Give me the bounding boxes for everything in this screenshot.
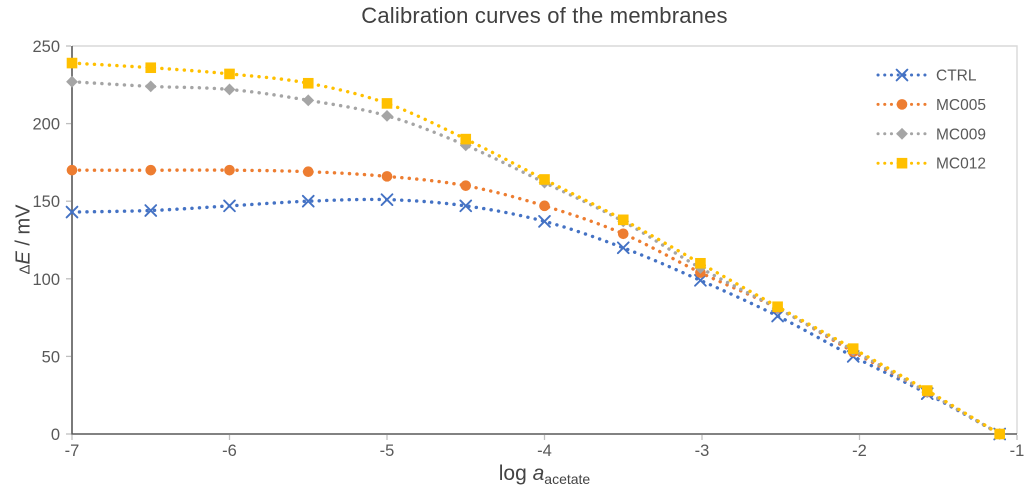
x-tick-label: -2 — [852, 442, 867, 460]
legend-marker-MC009 — [896, 127, 908, 140]
y-tick-label: 50 — [42, 348, 60, 366]
series-line-MC009 — [70, 79, 1002, 436]
series-marker-MC005 — [617, 228, 629, 240]
x-tick-label: -4 — [537, 442, 552, 460]
series-marker-MC012 — [994, 428, 1005, 440]
x-tick-label: -7 — [65, 442, 80, 460]
series-marker-MC005 — [224, 164, 235, 176]
plot-frame — [72, 45, 1018, 434]
x-tick-label: -5 — [380, 442, 395, 460]
series-marker-MC012 — [145, 62, 157, 74]
y-tick-label: 200 — [32, 116, 60, 134]
x-tick-label: -3 — [695, 442, 710, 460]
series-marker-MC009 — [144, 80, 157, 93]
series-marker-MC005 — [145, 164, 157, 176]
series-marker-CTRL — [301, 194, 315, 208]
legend-label-MC009: MC009 — [936, 126, 986, 143]
series-marker-CTRL — [223, 199, 236, 213]
series-marker-MC012 — [847, 343, 859, 354]
series-line-MC012 — [70, 61, 1002, 436]
series-line-CTRL — [70, 197, 1002, 436]
series-marker-MC009 — [459, 139, 472, 152]
y-variable: E — [12, 251, 35, 265]
series-marker-CTRL — [771, 309, 784, 323]
y-tick-label: 0 — [51, 426, 60, 444]
y-tick-label: 250 — [32, 38, 60, 56]
series-marker-CTRL — [616, 241, 630, 255]
series-marker-CTRL — [380, 193, 394, 206]
series-marker-MC009 — [223, 83, 236, 96]
series-marker-MC009 — [66, 75, 78, 88]
series-marker-MC009 — [302, 94, 315, 107]
series-marker-CTRL — [694, 274, 707, 287]
series-marker-MC005 — [302, 166, 314, 178]
series-marker-CTRL — [144, 204, 158, 217]
series-marker-MC012 — [617, 214, 629, 226]
series-marker-MC012 — [302, 77, 314, 89]
legend-label-MC005: MC005 — [936, 97, 986, 114]
series-marker-MC012 — [224, 68, 235, 80]
x-axis-title: log aacetate — [72, 462, 1017, 487]
series-marker-MC005 — [66, 164, 78, 176]
series-marker-MC012 — [381, 98, 393, 109]
series-marker-MC012 — [921, 385, 933, 396]
axis-lines — [71, 46, 1017, 435]
series-marker-CTRL — [538, 215, 551, 228]
legend-label-MC012: MC012 — [936, 156, 986, 173]
series-marker-MC012 — [66, 57, 78, 69]
series-marker-MC005 — [539, 200, 550, 212]
y-axis-title: ΔE / mV — [13, 130, 36, 350]
series-marker-MC005 — [381, 171, 393, 182]
chart-title: Calibration curves of the membranes — [361, 3, 728, 28]
series-marker-MC005 — [460, 180, 472, 191]
series-marker-MC009 — [381, 109, 393, 122]
x-variable: a — [532, 462, 545, 485]
series-marker-MC012 — [539, 174, 550, 185]
y-tick-label: 150 — [32, 193, 60, 211]
series-marker-CTRL — [65, 205, 79, 219]
x-tick-label: -6 — [222, 442, 237, 460]
legend-label-CTRL: CTRL — [936, 68, 977, 85]
legend-marker-MC005 — [896, 99, 908, 110]
legend-marker-CTRL — [895, 68, 909, 82]
legend-marker-MC012 — [896, 157, 908, 169]
series-marker-CTRL — [459, 199, 473, 213]
series-line-MC005 — [70, 168, 1002, 436]
y-unit: / mV — [12, 204, 35, 252]
y-tick-label: 100 — [32, 271, 60, 289]
series-marker-MC012 — [460, 133, 472, 145]
series-marker-MC012 — [695, 257, 706, 269]
series-marker-MC012 — [772, 301, 783, 313]
x-label-prefix: log — [498, 462, 533, 485]
x-tick-label: -1 — [1010, 442, 1024, 460]
x-label-subscript: acetate — [544, 471, 591, 487]
delta-symbol: Δ — [16, 264, 34, 275]
